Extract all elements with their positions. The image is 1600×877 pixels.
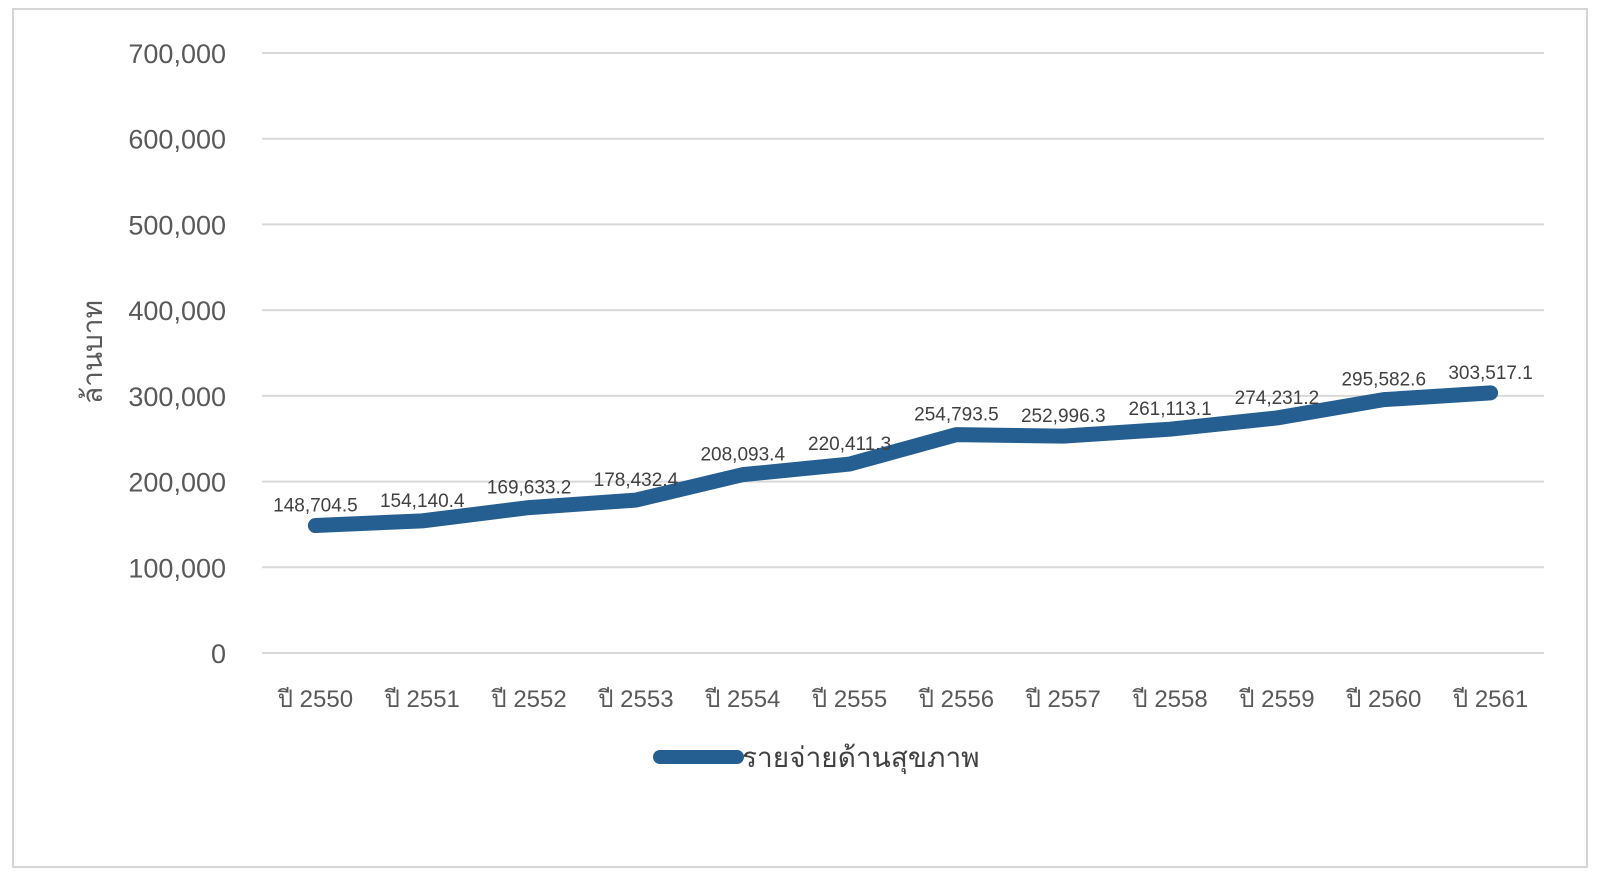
data-point	[421, 519, 424, 522]
gridlines	[262, 52, 1544, 654]
data-point	[1382, 398, 1385, 401]
y-tick-label: 200,000	[128, 468, 226, 498]
x-tick-label: ปี 2554	[704, 686, 780, 713]
data-label: 178,432.4	[594, 470, 679, 491]
data-point	[528, 506, 531, 509]
x-tick-label: ปี 2560	[1345, 686, 1421, 713]
data-point	[848, 463, 851, 466]
y-tick-label: 700,000	[128, 39, 226, 69]
series-group	[307, 385, 1499, 534]
x-axis-ticks: ปี 2550 ปี 2551 ปี 2552 ปี 2553 ปี 2554 ปี 25…	[277, 686, 1529, 713]
x-tick-label: ปี 2556	[918, 686, 994, 713]
data-point	[1062, 435, 1065, 438]
data-label: 254,793.5	[914, 405, 999, 426]
y-axis-ticks: 0 100,000 200,000 300,000 400,000 500,000 600,…	[128, 39, 226, 669]
data-label: 154,140.4	[380, 491, 465, 512]
x-tick-label: ปี 2561	[1452, 686, 1528, 713]
data-point	[1275, 416, 1278, 419]
x-tick-label: ปี 2555	[811, 686, 887, 713]
x-tick-label: ปี 2552	[490, 686, 566, 713]
data-label: 208,093.4	[700, 445, 785, 466]
x-tick-label: ปี 2553	[597, 686, 673, 713]
data-labels: 148,704.5 154,140.4 169,633.2 178,432.4 208,…	[273, 363, 1533, 517]
y-tick-label: 400,000	[128, 296, 226, 326]
y-tick-label: 500,000	[128, 210, 226, 240]
legend: รายจ่ายด้านสุขภาพ	[653, 742, 980, 775]
x-tick-label: ปี 2551	[383, 686, 459, 713]
data-point	[634, 499, 637, 502]
x-tick-label: ปี 2558	[1131, 686, 1207, 713]
chart-frame	[12, 8, 1588, 868]
x-tick-label: ปี 2550	[277, 686, 353, 713]
y-tick-label: 600,000	[128, 125, 226, 155]
data-label: 169,633.2	[487, 478, 572, 499]
x-tick-label: ปี 2557	[1024, 686, 1100, 713]
data-label: 295,582.6	[1341, 370, 1426, 391]
legend-label: รายจ่ายด้านสุขภาพ	[742, 742, 980, 775]
y-tick-label: 100,000	[128, 553, 226, 583]
data-point	[314, 524, 317, 527]
y-axis-title: ล้านบาท	[77, 300, 108, 404]
data-point	[955, 433, 958, 436]
data-point	[1169, 428, 1172, 431]
data-label: 148,704.5	[273, 496, 358, 517]
data-label: 220,411.3	[808, 434, 891, 455]
data-point	[741, 473, 744, 476]
series-line	[307, 385, 1499, 534]
data-label: 274,231.2	[1235, 388, 1320, 409]
y-tick-label: 0	[211, 639, 226, 669]
data-point	[1489, 391, 1492, 394]
data-label: 261,113.1	[1129, 399, 1212, 420]
y-tick-label: 300,000	[128, 382, 226, 412]
x-tick-label: ปี 2559	[1238, 686, 1314, 713]
data-label: 303,517.1	[1448, 363, 1533, 384]
data-label: 252,996.3	[1021, 406, 1106, 427]
